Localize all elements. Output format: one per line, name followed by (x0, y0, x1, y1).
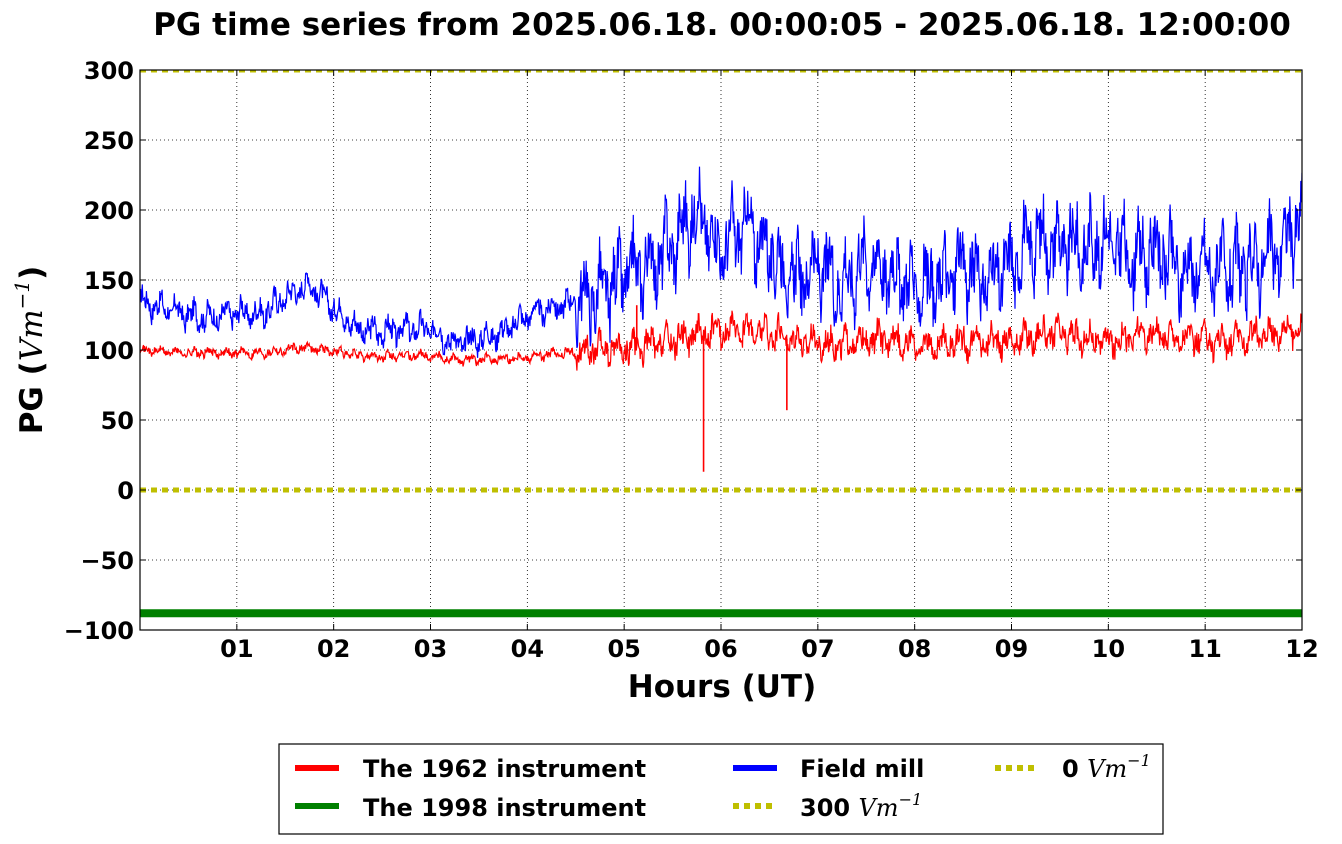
legend-label-0-exp: −1 (1127, 751, 1151, 770)
x-axis-label: Hours (UT) (628, 669, 817, 705)
series-line-field-mill (140, 166, 1302, 358)
axis-ticks (140, 69, 1303, 631)
legend-label-300-unit: Vm (858, 794, 898, 822)
legend-frame (278, 743, 1164, 835)
legend-label-0-value: 0 (1062, 755, 1079, 783)
x-tick-label: 12 (1285, 635, 1318, 663)
y-axis-label-unit: Vm (14, 309, 50, 361)
y-axis-label-exp: −1 (10, 280, 34, 309)
x-tick-label: 10 (1092, 635, 1125, 663)
y-axis-label-main: PG ( (14, 361, 50, 434)
y-tick-label: 150 (84, 267, 134, 295)
chart-title: PG time series from 2025.06.18. 00:00:05… (153, 7, 1291, 43)
series-line-the-1962-instrument (140, 310, 1302, 371)
legend-label-field-mill: Field mill (800, 755, 924, 783)
y-axis-label: PG (Vm−1) (10, 266, 50, 435)
x-tick-label: 01 (220, 635, 253, 663)
x-tick-labels: 01 02 03 04 05 06 07 08 09 10 11 12 (220, 635, 1319, 663)
y-tick-labels: −100 −50 0 50 100 150 200 250 300 (64, 57, 134, 645)
legend-label-1962: The 1962 instrument (363, 755, 646, 783)
y-tick-label: 300 (84, 57, 134, 85)
plot-series (140, 70, 1302, 618)
legend-label-0: 0 Vm−1 (1062, 751, 1151, 783)
y-tick-label: −100 (64, 617, 134, 645)
x-tick-label: 05 (607, 635, 640, 663)
x-tick-label: 11 (1188, 635, 1221, 663)
y-tick-label: 100 (84, 337, 134, 365)
x-tick-label: 02 (317, 635, 350, 663)
legend-label-0-unit: Vm (1087, 755, 1127, 783)
legend-label-300-value: 300 (800, 794, 850, 822)
legend-label-300-exp: −1 (899, 790, 923, 809)
x-tick-label: 04 (511, 635, 544, 663)
y-tick-label: −50 (80, 547, 134, 575)
x-tick-label: 03 (414, 635, 447, 663)
x-tick-label: 07 (801, 635, 834, 663)
legend-label-1998: The 1998 instrument (363, 794, 646, 822)
x-tick-label: 06 (704, 635, 737, 663)
y-tick-label: 200 (84, 197, 134, 225)
y-axis-label-close: ) (14, 266, 50, 280)
x-tick-label: 09 (995, 635, 1028, 663)
y-tick-label: 250 (84, 127, 134, 155)
legend-label-300: 300 Vm−1 (800, 790, 922, 822)
y-tick-label: 0 (117, 477, 134, 505)
y-tick-label: 50 (101, 407, 134, 435)
legend: The 1962 instrument The 1998 instrument … (278, 743, 1164, 835)
x-tick-label: 08 (898, 635, 931, 663)
